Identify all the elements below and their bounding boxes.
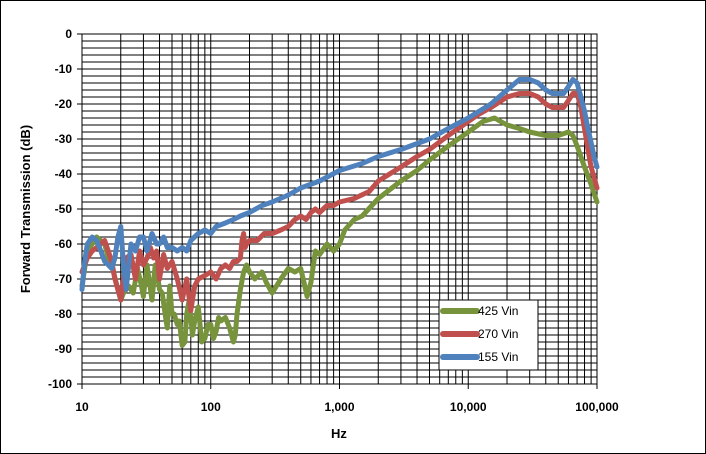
y-tick-label: -40	[55, 167, 73, 181]
x-tick-label: 100	[201, 400, 221, 414]
x-tick-label: 10	[75, 400, 89, 414]
x-tick-label: 1,000	[324, 400, 354, 414]
series-line-425-vin	[79, 115, 600, 348]
x-tick-label: 100,000	[575, 400, 619, 414]
y-tick-label: -90	[55, 342, 73, 356]
y-tick-label: -30	[55, 132, 73, 146]
y-axis-ticks: 0 -10 -20 -30 -40 -50 -60 -70 -80 -90 -100	[48, 27, 82, 391]
y-axis-label: Forward Transmission (dB)	[18, 125, 33, 293]
series-line-155-vin	[79, 77, 600, 292]
y-tick-label: 0	[65, 27, 72, 41]
legend-label: 425 Vin	[478, 304, 518, 318]
y-tick-label: -50	[55, 202, 73, 216]
legend: 425 Vin 270 Vin 155 Vin	[438, 299, 539, 371]
x-tick-label: 10,000	[450, 400, 487, 414]
y-tick-label: -60	[55, 237, 73, 251]
y-tick-label: -10	[55, 62, 73, 76]
y-tick-label: -100	[48, 377, 72, 391]
series-line-270-vin	[79, 91, 600, 313]
legend-label: 270 Vin	[478, 327, 518, 341]
y-tick-label: -70	[55, 272, 73, 286]
legend-label: 155 Vin	[478, 350, 518, 364]
x-axis-ticks: 10 100 1,000 10,000 100,000	[75, 384, 619, 414]
series-lines	[79, 77, 600, 348]
y-tick-label: -80	[55, 307, 73, 321]
y-tick-label: -20	[55, 97, 73, 111]
x-axis-label: Hz	[331, 426, 347, 441]
